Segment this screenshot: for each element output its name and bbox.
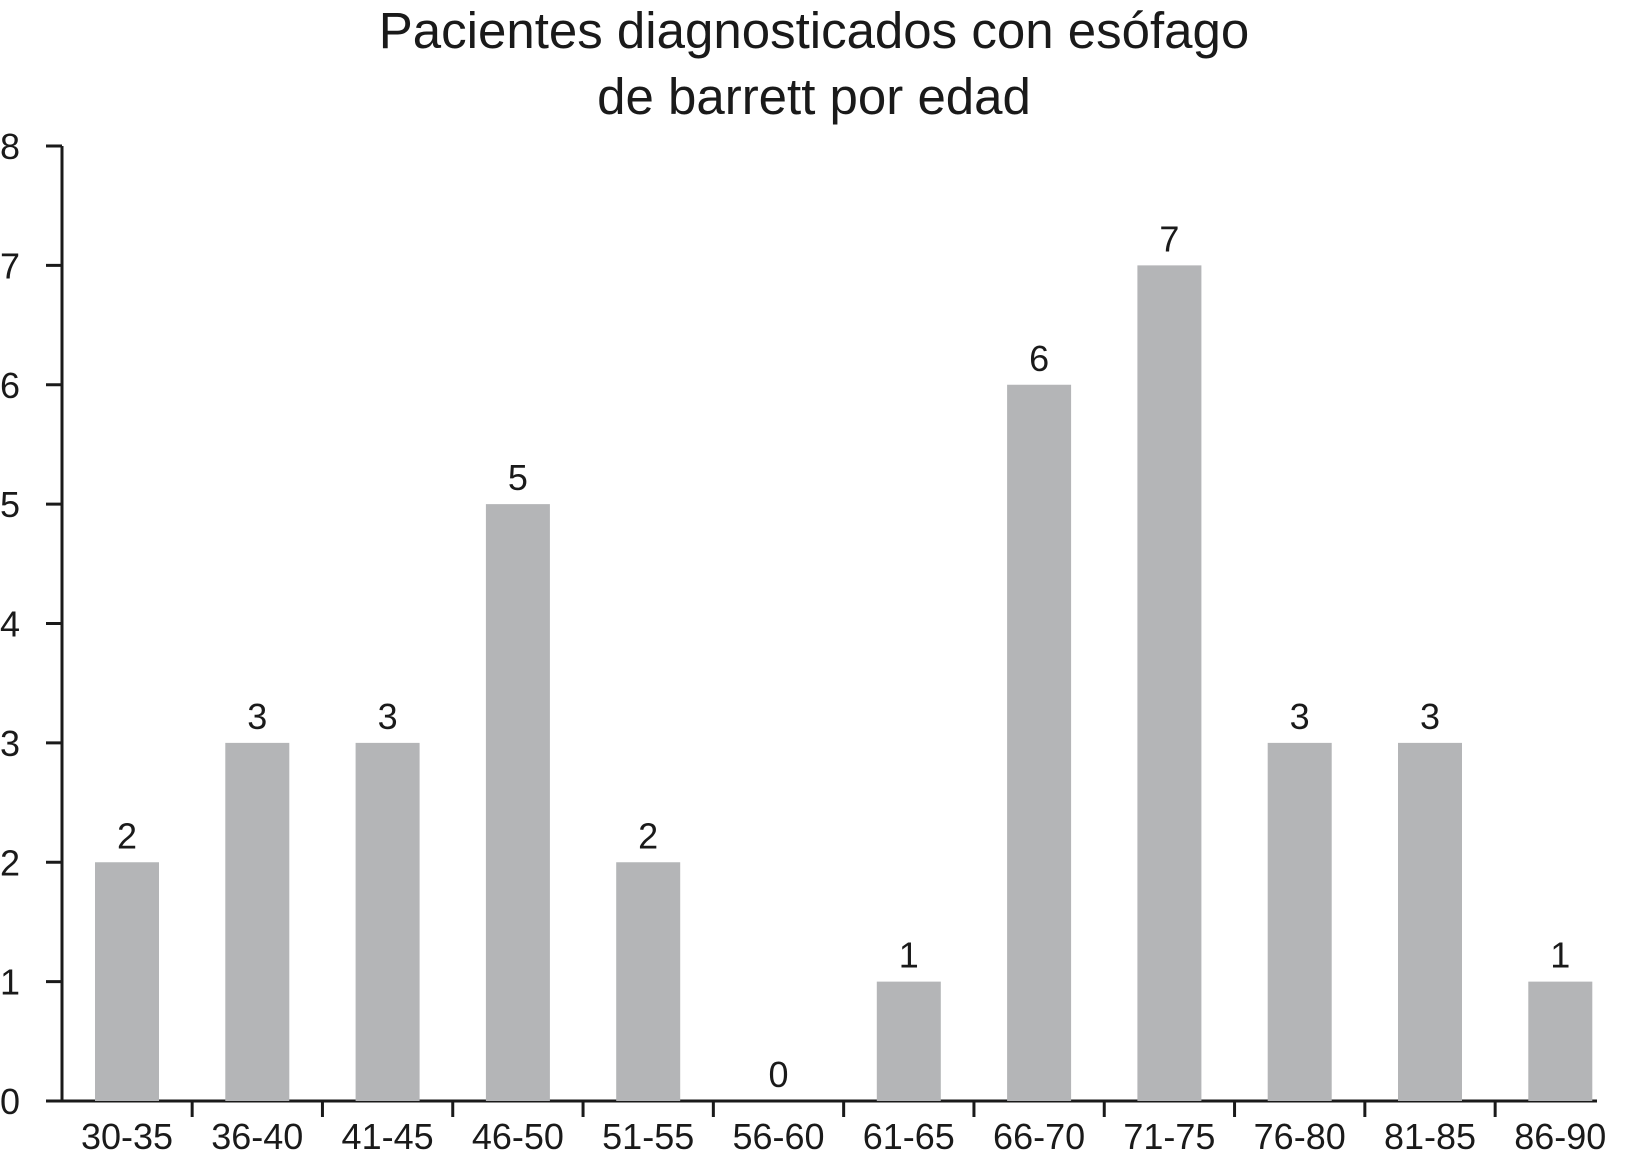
- data-label: 1: [899, 935, 919, 976]
- data-label: 2: [638, 815, 658, 856]
- data-label: 3: [1290, 696, 1310, 737]
- data-label: 0: [768, 1054, 788, 1095]
- bar: [95, 862, 159, 1101]
- data-label: 3: [1420, 696, 1440, 737]
- bar: [355, 742, 420, 1101]
- plot-area: 0 1 2 3 4 5 6 7 8 30-35 2 36-40 3 41-45 3 46-50 5 51-55 2 5…: [0, 126, 1606, 1157]
- chart-title-line-2: de barrett por edad: [597, 68, 1031, 125]
- bar: [616, 862, 681, 1101]
- x-tick-label: 51-55: [602, 1116, 694, 1157]
- data-label: 7: [1159, 218, 1179, 259]
- y-tick-label: 4: [0, 604, 20, 645]
- x-tick-label: 36-40: [211, 1116, 303, 1157]
- bar: [225, 742, 290, 1101]
- x-tick-label: 46-50: [472, 1116, 564, 1157]
- x-tick-label: 86-90: [1514, 1116, 1606, 1157]
- x-tick-label: 41-45: [342, 1116, 434, 1157]
- bar: [485, 504, 550, 1101]
- x-tick-label: 66-70: [993, 1116, 1085, 1157]
- x-tick-label: 71-75: [1123, 1116, 1215, 1157]
- y-tick-label: 6: [0, 365, 20, 406]
- data-label: 5: [508, 457, 528, 498]
- x-tick-label: 81-85: [1384, 1116, 1476, 1157]
- bar: [876, 981, 941, 1101]
- x-tick-label: 30-35: [81, 1116, 173, 1157]
- y-tick-label: 0: [0, 1081, 20, 1122]
- data-label: 3: [247, 696, 267, 737]
- y-tick-label: 8: [0, 126, 20, 167]
- x-tick-label: 61-65: [863, 1116, 955, 1157]
- chart-title-line-1: Pacientes diagnosticados con esófago: [379, 2, 1249, 59]
- data-label: 2: [117, 815, 137, 856]
- y-tick-label: 7: [0, 245, 20, 286]
- y-tick-label: 2: [0, 842, 20, 883]
- data-label: 6: [1029, 338, 1049, 379]
- y-tick-label: 5: [0, 484, 20, 525]
- bar: [1007, 384, 1072, 1101]
- bar: [1528, 981, 1593, 1101]
- y-tick-label: 1: [0, 962, 20, 1003]
- bar: [1398, 742, 1462, 1101]
- bar: [1267, 742, 1332, 1101]
- bar: [1137, 265, 1202, 1101]
- x-tick-label: 56-60: [732, 1116, 824, 1157]
- data-label: 3: [378, 696, 398, 737]
- y-tick-label: 3: [0, 723, 20, 764]
- x-tick-label: 76-80: [1254, 1116, 1346, 1157]
- data-label: 1: [1550, 935, 1570, 976]
